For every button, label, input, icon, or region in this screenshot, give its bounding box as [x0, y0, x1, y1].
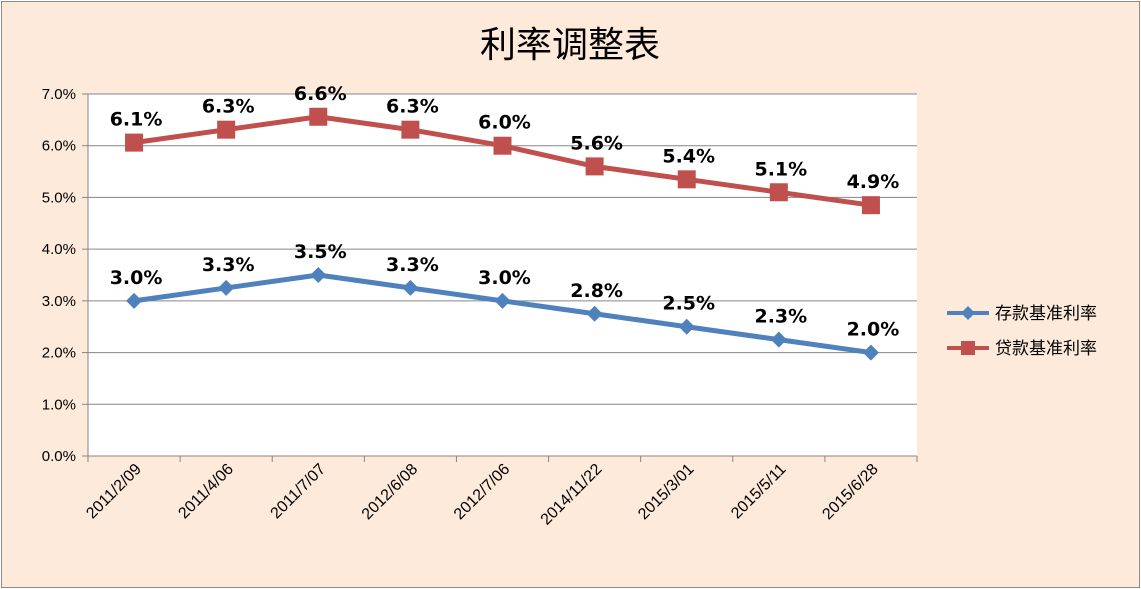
data-point — [493, 136, 512, 155]
y-axis-tick-labels: 0.0% 1.0% 2.0% 3.0% 4.0% 5.0% 6.0% 7.0% — [42, 86, 76, 465]
data-label: 3.3% — [202, 254, 255, 276]
series-group — [125, 107, 880, 361]
data-labels: 3.0% 3.3% 3.5% 3.3% 3.0% 2.8% 2.5% 2.3% 2.0% 6.1%… — [110, 83, 900, 341]
legend-marker — [961, 341, 975, 355]
y-tick-label: 3.0% — [42, 293, 76, 310]
y-tick-label: 0.0% — [42, 448, 76, 465]
data-point — [769, 183, 788, 202]
data-point — [125, 133, 144, 152]
data-label: 5.1% — [754, 158, 807, 180]
data-point — [585, 157, 604, 176]
x-tick-label: 2011/4/06 — [175, 461, 237, 523]
y-tick-label: 1.0% — [42, 396, 76, 413]
data-point — [862, 344, 879, 361]
chart-title: 利率调整表 — [480, 25, 660, 66]
data-point — [770, 331, 787, 348]
data-label: 3.5% — [294, 241, 347, 263]
data-point — [861, 196, 880, 215]
y-tick-label: 6.0% — [42, 138, 76, 155]
data-label: 2.5% — [662, 293, 715, 315]
data-point — [586, 305, 603, 322]
y-tick-label: 5.0% — [42, 189, 76, 206]
data-point — [678, 318, 695, 335]
x-tick-label: 2011/2/09 — [83, 461, 145, 523]
data-point — [402, 279, 419, 296]
data-label: 3.3% — [386, 254, 439, 276]
x-tick-label: 2012/6/08 — [359, 461, 421, 523]
data-label: 3.0% — [110, 267, 163, 289]
data-label: 4.9% — [847, 171, 900, 193]
data-label: 6.3% — [202, 96, 255, 118]
data-label: 2.3% — [754, 306, 807, 328]
axes — [82, 93, 918, 462]
data-label: 2.0% — [847, 319, 900, 341]
data-point — [401, 120, 420, 139]
x-tick-label: 2011/7/07 — [268, 461, 330, 523]
data-point — [309, 107, 328, 126]
x-tick-label: 2012/7/06 — [451, 461, 513, 523]
data-label: 2.8% — [570, 280, 623, 302]
y-tick-label: 2.0% — [42, 345, 76, 362]
x-tick-label: 2015/3/01 — [635, 461, 697, 523]
data-label: 3.0% — [478, 267, 531, 289]
data-label: 6.1% — [110, 109, 163, 131]
data-point — [126, 292, 143, 309]
legend-label: 存款基准利率 — [995, 304, 1097, 324]
legend-label: 贷款基准利率 — [995, 339, 1097, 359]
data-label: 6.6% — [294, 83, 347, 105]
data-label: 6.3% — [386, 96, 439, 118]
data-point — [494, 292, 511, 309]
data-point — [677, 170, 696, 189]
data-label: 5.4% — [662, 145, 715, 167]
x-tick-label: 2014/11/22 — [538, 461, 606, 529]
x-axis-tick-labels: 2011/2/09 2011/4/06 2011/7/07 2012/6/08 2012… — [83, 461, 881, 529]
data-label: 6.0% — [478, 112, 531, 134]
x-tick-label: 2015/6/28 — [819, 461, 881, 523]
data-point — [310, 267, 327, 283]
y-tick-label: 4.0% — [42, 241, 76, 258]
legend-marker — [961, 306, 975, 320]
x-tick-label: 2015/5/11 — [728, 461, 790, 523]
data-point — [217, 120, 236, 139]
data-label: 5.6% — [570, 132, 623, 154]
y-tick-label: 7.0% — [42, 86, 76, 103]
data-point — [218, 279, 235, 296]
